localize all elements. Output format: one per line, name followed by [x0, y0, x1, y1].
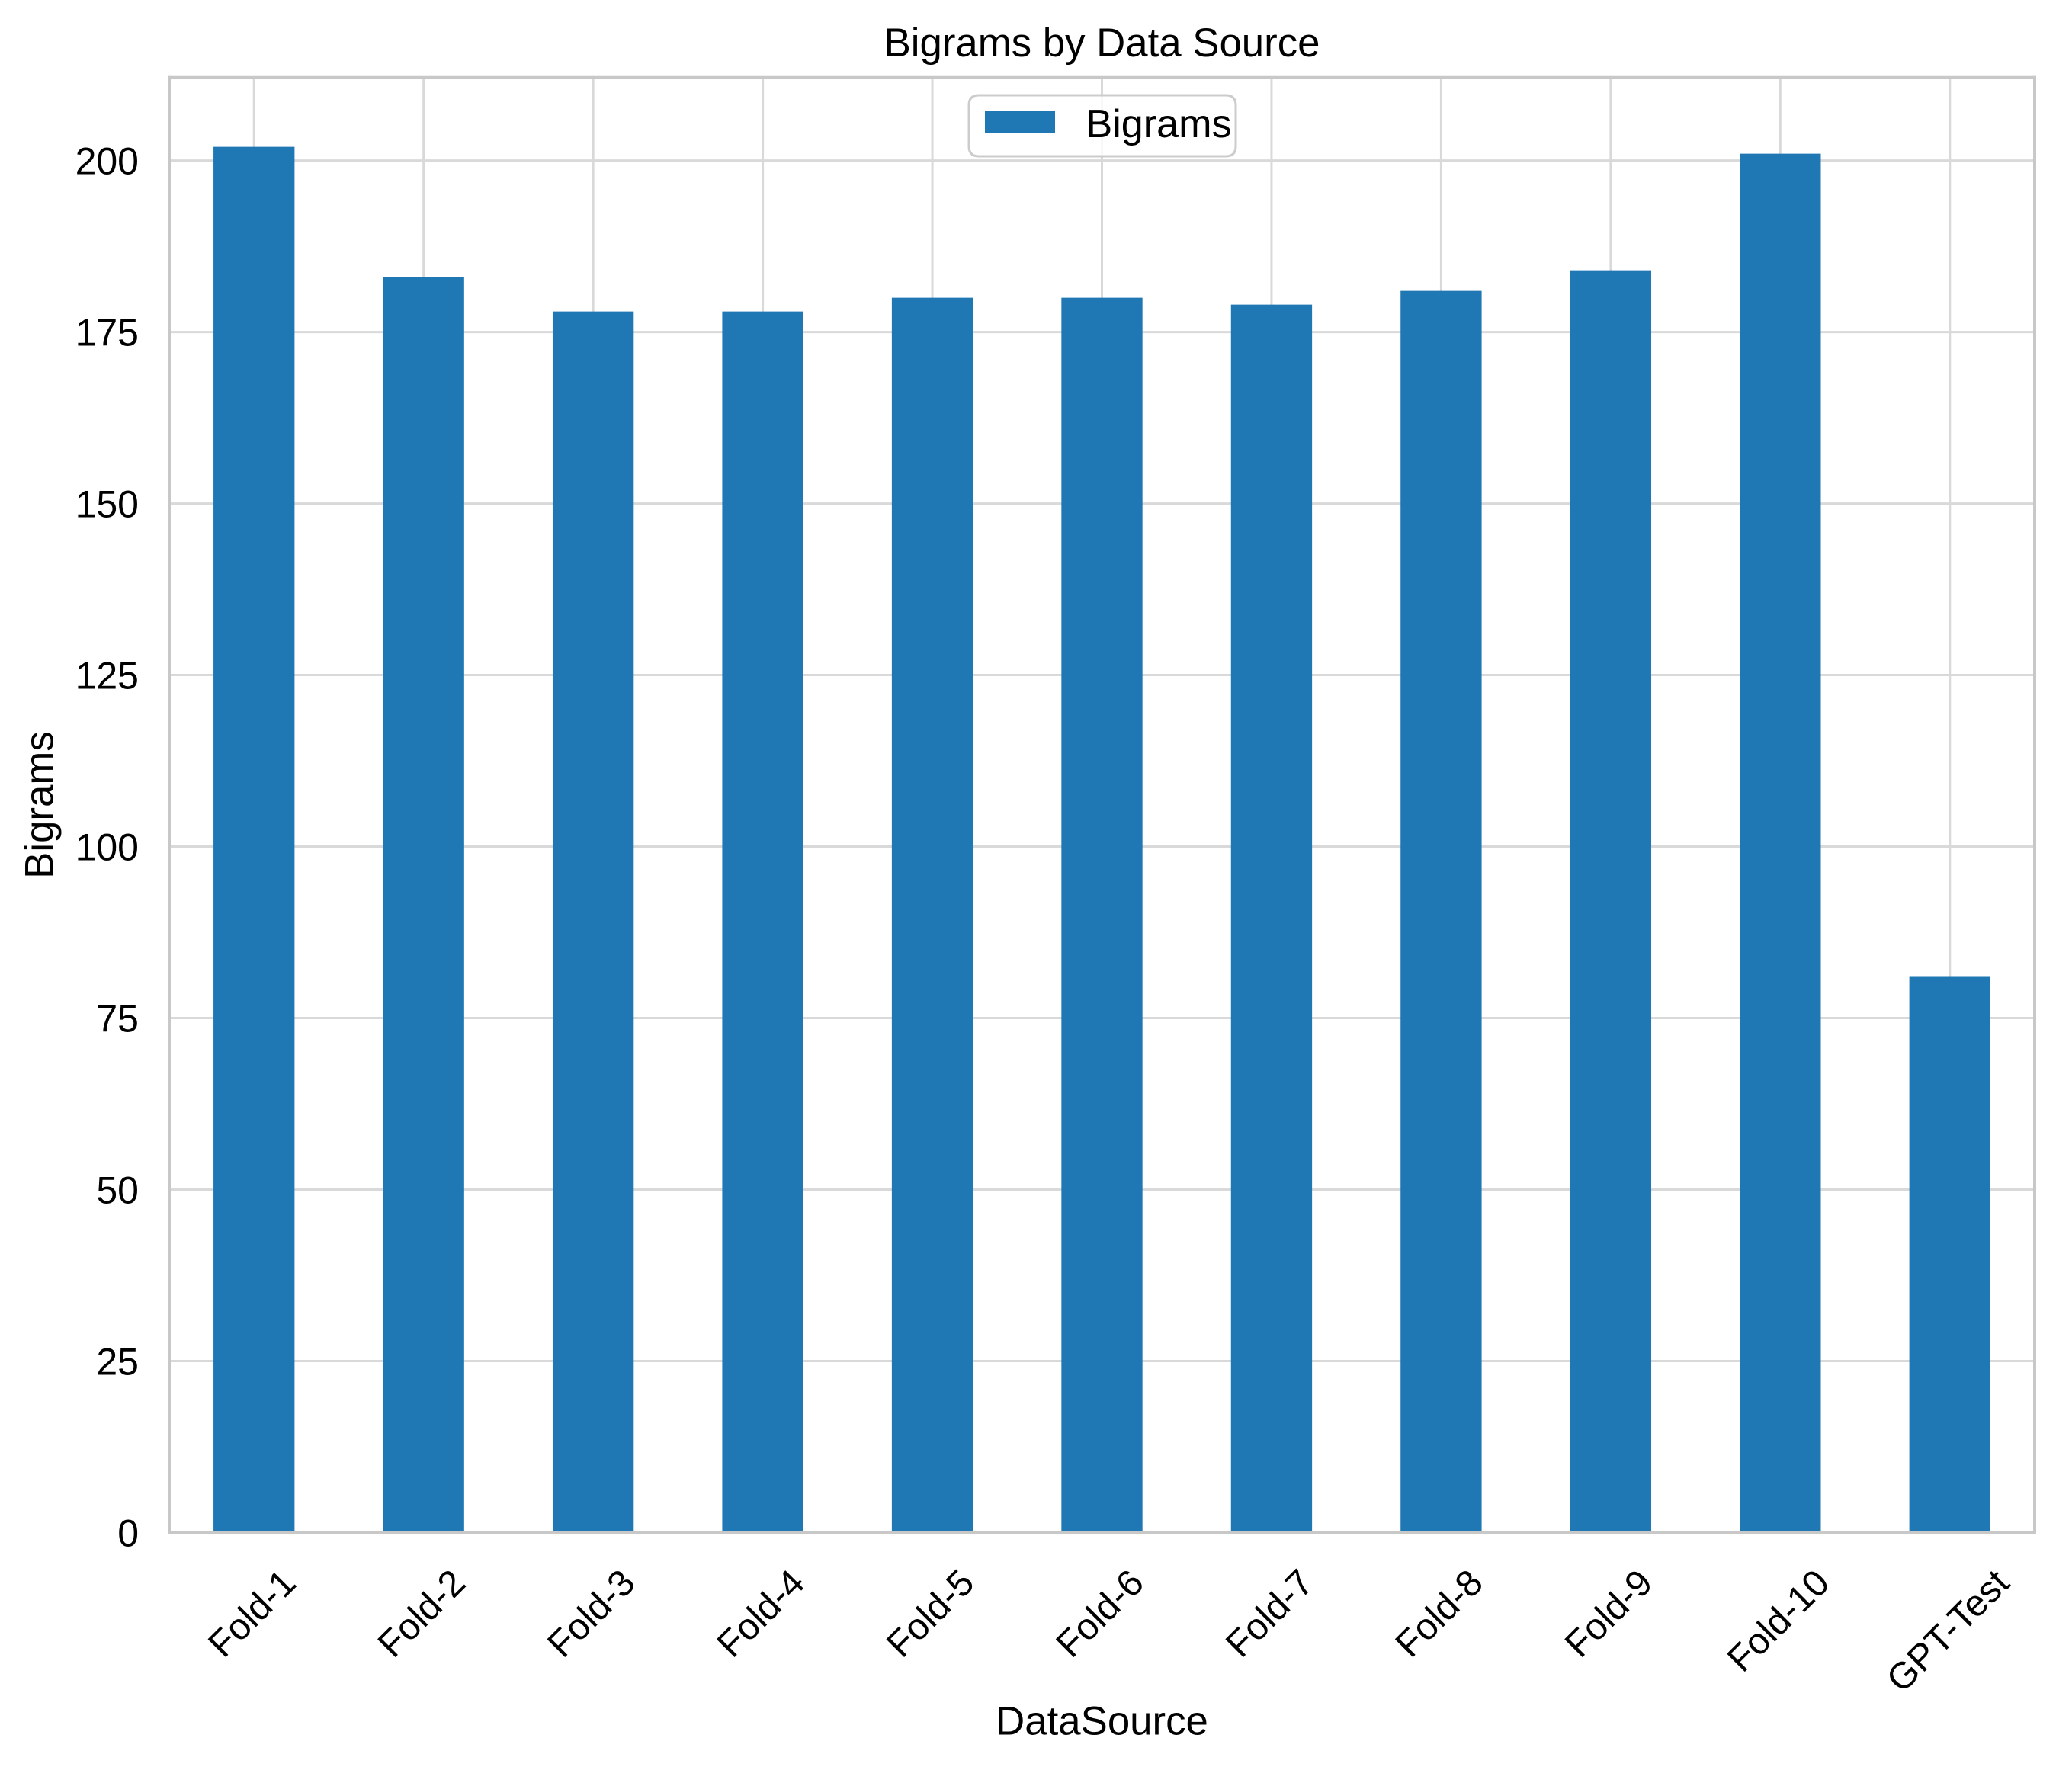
svg-text:25: 25	[96, 1341, 139, 1384]
svg-text:125: 125	[75, 655, 139, 697]
svg-text:Bigrams: Bigrams	[1086, 102, 1232, 146]
svg-text:75: 75	[96, 998, 139, 1041]
svg-text:Bigrams by Data Source: Bigrams by Data Source	[884, 21, 1320, 66]
svg-text:100: 100	[75, 826, 139, 869]
svg-text:175: 175	[75, 312, 139, 354]
svg-text:Bigrams: Bigrams	[18, 731, 63, 879]
svg-text:DataSource: DataSource	[996, 1699, 1208, 1744]
svg-text:0: 0	[117, 1512, 139, 1555]
svg-text:200: 200	[75, 140, 139, 183]
svg-text:50: 50	[96, 1169, 139, 1212]
svg-text:150: 150	[75, 483, 139, 526]
